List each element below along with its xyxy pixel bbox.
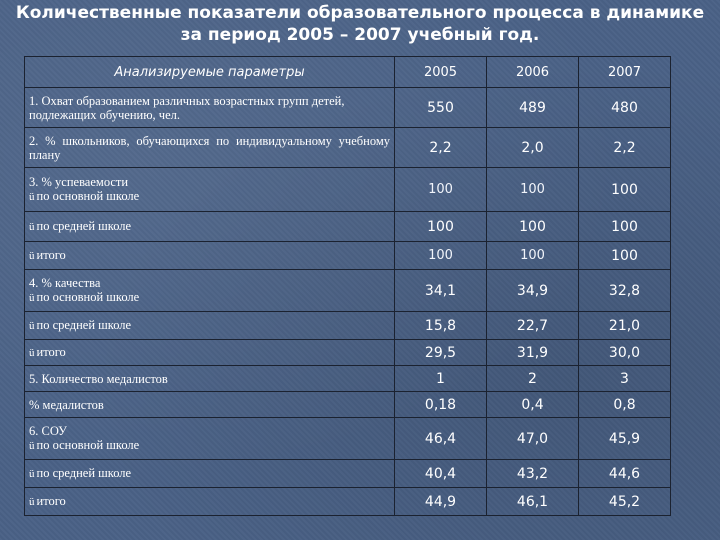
row-label-text: 4. % качества (29, 276, 101, 290)
value-2005: 2,2 (394, 127, 487, 168)
value-2005: 34,1 (394, 269, 487, 312)
row-label: 2. % школьников, обучающихся по индивиду… (24, 127, 395, 168)
value-2007: 0,8 (578, 391, 671, 418)
table-row: 4. % качества ü по основной школе 34,1 34… (24, 269, 671, 312)
value-2006: 46,1 (486, 487, 579, 516)
checkmark-icon: ü (29, 250, 35, 262)
table-row: 1. Охват образованием различных возрастн… (24, 87, 671, 128)
value-2007: 100 (578, 211, 671, 242)
row-label-text: по средней школе (36, 219, 132, 233)
value-2006: 100 (486, 167, 579, 212)
table-row: 5. Количество медалистов 1 2 3 (24, 365, 671, 392)
title-line-1: Количественные показатели образовательно… (15, 3, 705, 23)
value-2007: 45,2 (578, 487, 671, 516)
table-row: 3. % успеваемости ü по основной школе 100… (24, 167, 671, 212)
table-row: 6. СОУ ü по основной школе 46,4 47,0 45,9 (24, 417, 671, 460)
row-label-text: 5. Количество медалистов (29, 371, 168, 386)
row-label: 4. % качества ü по основной школе (24, 269, 395, 312)
checkmark-icon: ü (29, 221, 35, 233)
row-label: 1. Охват образованием различных возрастн… (24, 87, 395, 128)
value-2005: 40,4 (394, 459, 487, 488)
checkmark-icon: ü (29, 347, 35, 359)
value-2006: 47,0 (486, 417, 579, 460)
row-label: 3. % успеваемости ü по основной школе (24, 167, 395, 212)
table-row: 2. % школьников, обучающихся по индивиду… (24, 127, 671, 168)
value-2006: 100 (486, 241, 579, 270)
row-label: ü по средней школе (24, 459, 395, 488)
value-2006: 2,0 (486, 127, 579, 168)
row-label-text: итого (36, 494, 66, 508)
row-label-text: 6. СОУ (29, 424, 68, 438)
header-year-2007: 2007 (578, 56, 671, 88)
value-2005: 1 (394, 365, 487, 392)
value-2006: 0,4 (486, 391, 579, 418)
value-2007: 44,6 (578, 459, 671, 488)
checkmark-icon: ü (29, 320, 35, 332)
row-label-text: итого (36, 248, 66, 262)
value-2007: 3 (578, 365, 671, 392)
header-year-2005: 2005 (394, 56, 487, 88)
checkmark-icon: ü (29, 191, 35, 203)
header-year-2006: 2006 (486, 56, 579, 88)
row-label-text: % медалистов (29, 397, 104, 412)
value-2006: 34,9 (486, 269, 579, 312)
row-label: ü по средней школе (24, 311, 395, 340)
checkmark-icon: ü (29, 440, 35, 452)
slide-title: Количественные показатели образовательно… (0, 2, 720, 46)
value-2007: 100 (578, 241, 671, 270)
value-2007: 30,0 (578, 339, 671, 366)
value-2007: 2,2 (578, 127, 671, 168)
value-2007: 32,8 (578, 269, 671, 312)
row-label: 6. СОУ ü по основной школе (24, 417, 395, 460)
value-2007: 45,9 (578, 417, 671, 460)
row-label: ü итого (24, 339, 395, 366)
checkmark-icon: ü (29, 496, 35, 508)
row-label: 5. Количество медалистов (24, 365, 395, 392)
row-label: ü итого (24, 487, 395, 516)
checkmark-icon: ü (29, 468, 35, 480)
value-2005: 100 (394, 211, 487, 242)
table-row: ü итого 44,9 46,1 45,2 (24, 487, 671, 516)
indicators-table: Анализируемые параметры 2005 2006 2007 1… (24, 56, 671, 516)
row-label-text: 2. % школьников, обучающихся по индивиду… (29, 133, 390, 162)
value-2006: 100 (486, 211, 579, 242)
header-row: Анализируемые параметры 2005 2006 2007 (24, 56, 671, 88)
row-label: ü итого (24, 241, 395, 270)
header-parameters: Анализируемые параметры (24, 56, 395, 88)
title-line-2: за период 2005 – 2007 учебный год. (180, 25, 540, 45)
table-row: ü итого 29,5 31,9 30,0 (24, 339, 671, 366)
value-2005: 0,18 (394, 391, 487, 418)
value-2005: 29,5 (394, 339, 487, 366)
row-label: % медалистов (24, 391, 395, 418)
value-2007: 100 (578, 167, 671, 212)
table-row: % медалистов 0,18 0,4 0,8 (24, 391, 671, 418)
value-2006: 31,9 (486, 339, 579, 366)
value-2005: 15,8 (394, 311, 487, 340)
value-2006: 2 (486, 365, 579, 392)
row-label-text: по средней школе (36, 318, 132, 332)
table-row: ü по средней школе 40,4 43,2 44,6 (24, 459, 671, 488)
value-2006: 22,7 (486, 311, 579, 340)
value-2007: 480 (578, 87, 671, 128)
row-label: ü по средней школе (24, 211, 395, 242)
value-2006: 43,2 (486, 459, 579, 488)
value-2005: 46,4 (394, 417, 487, 460)
table-row: ü по средней школе 15,8 22,7 21,0 (24, 311, 671, 340)
row-sublabel-text: по основной школе (36, 290, 140, 304)
value-2007: 21,0 (578, 311, 671, 340)
table-row: ü по средней школе 100 100 100 (24, 211, 671, 242)
row-sublabel-text: по основной школе (36, 438, 140, 452)
value-2005: 550 (394, 87, 487, 128)
row-sublabel-text: по основной школе (36, 189, 140, 203)
value-2005: 100 (394, 167, 487, 212)
row-label-text: 1. Охват образованием различных возрастн… (29, 93, 345, 122)
checkmark-icon: ü (29, 292, 35, 304)
value-2005: 100 (394, 241, 487, 270)
value-2005: 44,9 (394, 487, 487, 516)
row-label-text: 3. % успеваемости (29, 175, 129, 189)
row-label-text: итого (36, 345, 66, 359)
value-2006: 489 (486, 87, 579, 128)
row-label-text: по средней школе (36, 466, 132, 480)
table-row: ü итого 100 100 100 (24, 241, 671, 270)
